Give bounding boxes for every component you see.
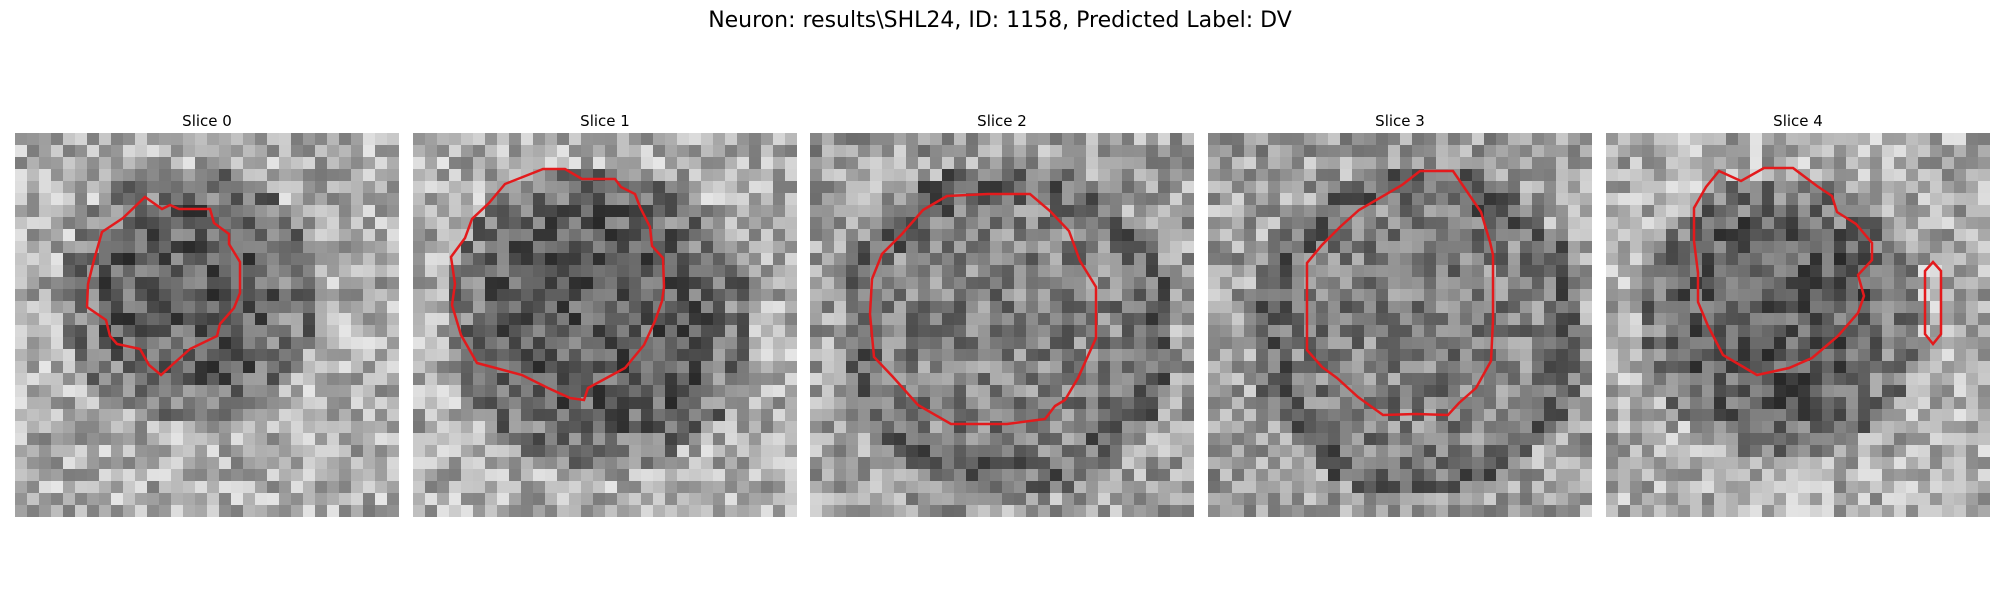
segmentation-contour	[1305, 169, 1495, 417]
slice-noise-image	[810, 133, 1194, 517]
slice-image-1	[413, 133, 797, 517]
slice-title-2: Slice 2	[977, 112, 1027, 130]
slice-image-2	[810, 133, 1194, 517]
slice-panel-4: Slice 4	[1606, 110, 1990, 517]
slice-noise-image	[15, 133, 399, 517]
slice-panel-1: Slice 1	[413, 110, 797, 517]
slice-image-4	[1606, 133, 1990, 517]
segmentation-contour	[868, 192, 1098, 426]
slice-image-0	[15, 133, 399, 517]
slice-noise-image	[1208, 133, 1592, 517]
slice-title-3: Slice 3	[1375, 112, 1425, 130]
segmentation-contour	[1692, 166, 1943, 377]
segmentation-contour	[85, 195, 242, 377]
slice-image-3	[1208, 133, 1592, 517]
slice-panel-2: Slice 2	[810, 110, 1194, 517]
slice-panel-3: Slice 3	[1208, 110, 1592, 517]
slice-title-1: Slice 1	[580, 112, 630, 130]
slice-title-0: Slice 0	[182, 112, 232, 130]
slice-noise-image	[413, 133, 797, 517]
figure-title: Neuron: results\SHL24, ID: 1158, Predict…	[708, 8, 1292, 33]
segmentation-contour	[449, 167, 666, 402]
slice-title-4: Slice 4	[1773, 112, 1823, 130]
slice-panel-0: Slice 0	[15, 110, 399, 517]
